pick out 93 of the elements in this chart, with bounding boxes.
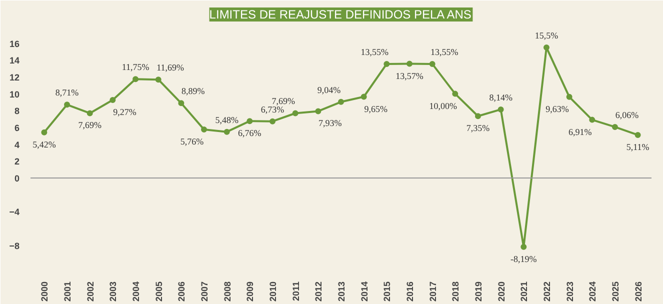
x-tick-label: 2008 [222,281,232,302]
data-label: 7,35% [466,123,490,134]
point [201,126,208,132]
data-label: 13,55% [430,46,459,57]
point [384,60,390,67]
point [498,106,504,112]
x-tick-label: 2018 [450,281,461,302]
x-tick-label: 2019 [473,281,484,302]
data-label: 10,00% [429,100,458,111]
y-tick-label: 10 [9,89,20,100]
point [429,60,436,67]
data-label: 6,73% [260,104,285,114]
chart-title: LIMITES DE REAJUSTE DEFINIDOS PELA ANS [209,8,472,22]
x-tick-label: 2003 [108,281,118,302]
x-tick-label: 2012 [314,281,324,302]
point [360,94,367,100]
y-tick-label: 8 [14,106,20,116]
data-label: 7,69% [78,120,102,130]
y-tick-label: −4 [9,207,20,218]
data-label: 8,14% [489,92,513,102]
x-tick-label: 2004 [131,281,142,302]
data-label: 11,69% [156,62,185,73]
point [406,60,412,67]
point [520,244,527,250]
point [178,100,184,106]
x-tick-label: 2020 [496,281,506,302]
data-label: 8,71% [55,88,80,98]
y-tick-label: 12 [9,72,20,82]
x-tick-label: 2022 [542,281,552,302]
x-tick-label: 2005 [154,281,164,302]
point [246,118,253,124]
x-tick-label: 2002 [85,281,96,302]
data-label: 7,69% [272,96,296,106]
point [86,110,93,116]
data-label: 5,42% [32,139,56,150]
point [566,94,572,100]
data-label: 9,04% [317,84,342,95]
x-tick-label: 2014 [359,281,370,302]
point [634,132,641,138]
y-tick-label: 6 [14,122,20,133]
y-tick-label: −8 [9,240,20,251]
x-tick-label: 2024 [588,281,598,302]
x-tick-label: 2017 [428,281,438,302]
x-tick-label: 2015 [382,281,392,302]
point [612,124,618,130]
y-tick-label: 14 [9,56,20,66]
x-tick-label: 2023 [564,281,575,302]
point [292,110,298,116]
point [270,118,276,124]
point [452,90,458,97]
point [224,128,230,135]
y-tick-label: 4 [14,140,20,150]
y-tick-label: 2 [14,156,20,167]
data-label: 13,57% [396,70,424,81]
y-tick-label: 0 [14,173,20,184]
point [132,76,139,82]
x-tick-label: 2021 [519,281,530,302]
point [41,129,48,136]
x-tick-label: 2010 [268,281,278,302]
data-label: 7,93% [318,118,342,128]
point [589,116,596,123]
data-label: 5,76% [180,136,204,146]
point [474,113,481,120]
y-tick-label: 16 [9,38,20,49]
data-label: 8,89% [182,86,206,96]
x-tick-label: 2026 [633,281,644,302]
x-tick-label: 2016 [404,281,415,302]
point [64,102,70,108]
x-tick-label: 2009 [245,281,256,302]
data-label: 15,5% [534,30,559,41]
x-tick-label: 2001 [62,281,73,302]
point [110,96,116,103]
data-label: 9,63% [546,104,570,114]
x-tick-label: 2000 [40,281,50,302]
data-label: 5,11% [626,142,650,152]
data-label: 6,76% [238,128,262,138]
x-tick-label: 2013 [336,281,346,302]
data-label: 5,48% [215,114,239,125]
x-tick-label: 2025 [610,281,620,302]
data-label: 9,27% [113,106,137,117]
data-label: 6,91% [568,126,592,137]
data-label: 11,75% [122,62,150,72]
data-label: 6,06% [615,110,640,120]
point [315,108,322,114]
point [543,44,550,51]
point [155,76,162,83]
x-tick-label: 2006 [176,281,187,302]
x-tick-label: 2007 [200,281,210,302]
data-label: 9,65% [364,104,388,114]
data-label: -8,19% [510,254,538,264]
x-tick-label: 2011 [290,281,301,302]
point [338,98,344,105]
data-label: 13,55% [360,46,390,57]
